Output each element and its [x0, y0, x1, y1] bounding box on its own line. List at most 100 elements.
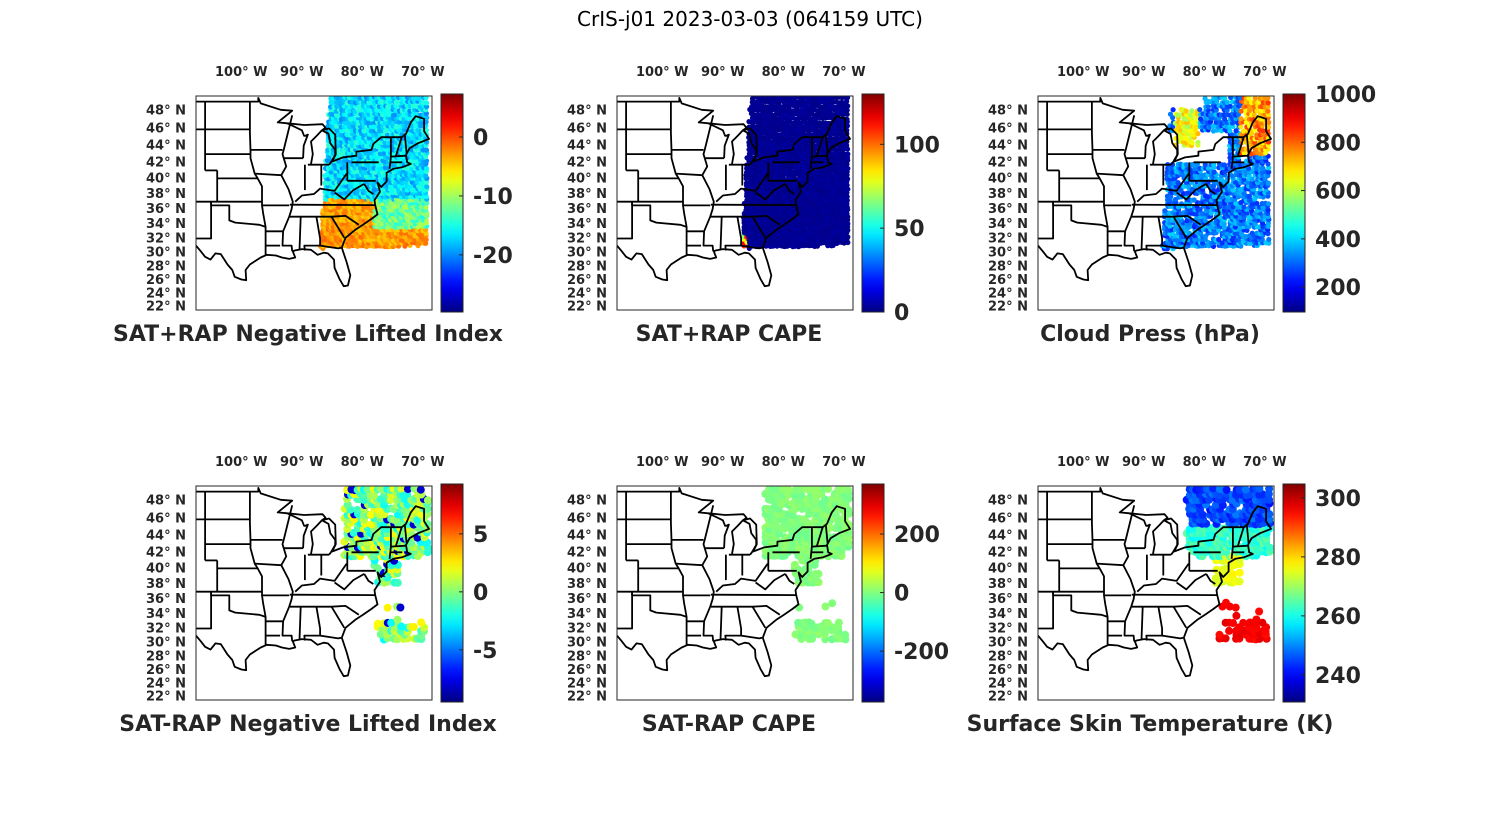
lat-tick-label: 38° N [988, 187, 1028, 202]
data-point [1266, 119, 1272, 126]
data-point [1218, 176, 1224, 183]
data-point [383, 603, 392, 612]
data-point [1189, 108, 1195, 114]
colorbar-tick-label: -5 [473, 639, 497, 664]
data-point [1265, 100, 1271, 106]
data-point [423, 165, 430, 172]
boundary-line [196, 486, 430, 678]
data-point [366, 510, 375, 519]
boundary-line [254, 562, 282, 567]
boundary-line [248, 101, 267, 255]
boundary-line [1152, 129, 1179, 166]
data-point [1191, 197, 1197, 203]
data-point [1246, 96, 1252, 101]
lat-tick-label: 44° N [988, 139, 1028, 154]
lat-tick-label: 44° N [146, 529, 186, 544]
boundary-line [248, 491, 267, 645]
boundary-line [617, 201, 633, 240]
lon-tick-label: 70° W [401, 455, 444, 470]
data-point [1265, 104, 1271, 110]
state-boundaries [1038, 97, 1272, 288]
data-point [1265, 108, 1271, 114]
data-point [834, 618, 843, 627]
lat-tick-label: 48° N [146, 104, 186, 119]
colorbar-tick-label: 200 [1315, 276, 1361, 301]
lat-tick-label: 30° N [146, 246, 186, 261]
data-point [417, 618, 426, 627]
boundary-line [294, 563, 348, 593]
colorbar-tick-label: 0 [894, 301, 909, 326]
boundary-line [394, 526, 403, 547]
data-point [1249, 230, 1255, 236]
boundary-line [670, 101, 688, 255]
boundary-line [1096, 172, 1124, 177]
boundary-line [390, 544, 407, 548]
lat-tick-label: 36° N [988, 202, 1028, 217]
boundary-line [1129, 122, 1148, 137]
boundary-line [334, 183, 365, 201]
colorbar-tick-label: -10 [473, 185, 513, 210]
data-point [424, 184, 430, 190]
data-point [423, 110, 429, 117]
lat-tick-label: 28° N [146, 260, 186, 275]
lat-tick-label: 24° N [146, 677, 186, 692]
panel-title: SAT+RAP CAPE [636, 322, 823, 347]
data-point [1221, 221, 1227, 227]
data-point [1266, 240, 1272, 246]
boundary-line [751, 216, 767, 239]
data-point [1175, 180, 1181, 186]
boundary-line [196, 591, 213, 630]
data-point [845, 103, 851, 109]
boundary-line [1232, 154, 1249, 158]
map-frame [195, 95, 433, 311]
boundary-line [294, 173, 348, 203]
data-point [845, 151, 851, 157]
data-point [828, 599, 837, 608]
data-point [363, 486, 372, 494]
data-point [1241, 190, 1247, 197]
boundary-line [280, 505, 294, 642]
lon-tick-label: 80° W [762, 65, 805, 80]
data-point [1194, 211, 1200, 217]
data-point [835, 165, 842, 172]
boundary-line [298, 606, 302, 640]
data-point [1221, 162, 1228, 168]
boundary-line [1176, 183, 1207, 201]
data-point [1244, 227, 1250, 233]
data-point [845, 234, 851, 240]
data-point [424, 200, 430, 206]
lat-tick-label: 34° N [146, 607, 186, 622]
data-point [1200, 240, 1206, 246]
colorbar-tick-label: 5 [473, 523, 488, 548]
boundary-line [330, 216, 346, 239]
lat-tick-label: 46° N [567, 122, 607, 137]
boundary-line [394, 136, 403, 157]
lat-tick-label: 46° N [146, 512, 186, 527]
data-point [1227, 103, 1233, 109]
data-point [1254, 162, 1260, 168]
boundary-line [390, 154, 407, 158]
lat-tick-label: 32° N [146, 231, 186, 246]
boundary-line [254, 172, 282, 177]
data-point [385, 132, 391, 138]
colorbar-tick-label: 400 [1315, 228, 1361, 253]
boundary-line [363, 183, 374, 195]
lat-tick-label: 36° N [146, 202, 186, 217]
colorbar-tick-label: 0 [473, 126, 488, 151]
boundary-line [310, 519, 337, 556]
boundary-line [403, 134, 408, 154]
data-point [1183, 162, 1190, 168]
lat-tick-label: 48° N [567, 104, 607, 119]
lat-tick-label: 44° N [146, 139, 186, 154]
lat-tick-label: 46° N [988, 122, 1028, 137]
lat-tick-label: 24° N [146, 287, 186, 302]
data-point [387, 618, 396, 627]
boundary-line [319, 244, 342, 250]
boundary-line [1236, 136, 1245, 157]
data-point [823, 619, 832, 627]
lon-tick-label: 90° W [280, 65, 323, 80]
boundary-line [784, 183, 795, 195]
data-point [1202, 162, 1208, 168]
lat-tick-label: 40° N [146, 171, 186, 186]
data-point [1162, 208, 1168, 214]
